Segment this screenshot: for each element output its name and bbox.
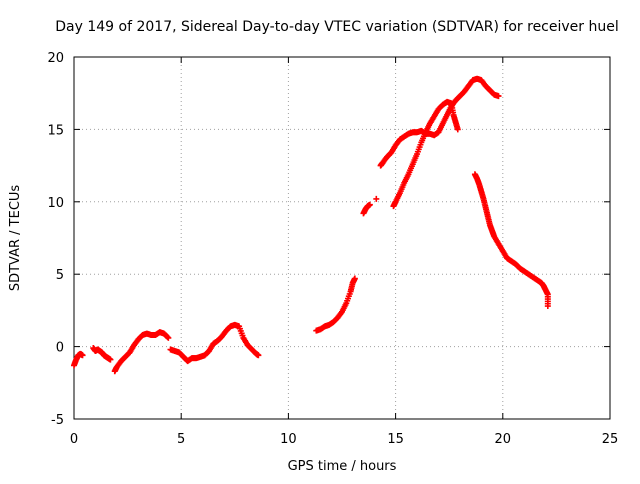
x-axis-label: GPS time / hours [288, 459, 397, 474]
x-tick-label: 25 [602, 432, 619, 447]
y-tick-label: 15 [47, 123, 64, 138]
y-tick-label: -5 [51, 413, 64, 428]
y-axis-label: SDTVAR / TECUs [8, 185, 23, 292]
data-point [255, 352, 262, 359]
data-point [373, 195, 380, 202]
x-tick-label: 0 [70, 432, 78, 447]
x-tick-label: 5 [177, 432, 185, 447]
axis-ticks: 0 5 10 15 20 25 -5 0 5 10 15 20 [47, 51, 618, 447]
y-tick-label: 20 [47, 51, 64, 66]
y-tick-label: 10 [47, 196, 64, 211]
data-points [71, 75, 551, 375]
chart-title: Day 149 of 2017, Sidereal Day-to-day VTE… [55, 19, 618, 35]
x-tick-label: 15 [387, 432, 404, 447]
data-point [79, 352, 86, 359]
data-point [164, 334, 171, 341]
y-tick-label: 5 [56, 268, 64, 283]
data-point [544, 303, 551, 310]
data-point [165, 334, 172, 341]
data-point [351, 275, 358, 282]
plot-frame [73, 56, 611, 420]
data-point [366, 201, 373, 208]
x-tick-label: 10 [280, 432, 297, 447]
data-point [454, 126, 461, 133]
data-point [495, 93, 502, 100]
grid-lines [74, 57, 610, 419]
y-tick-label: 0 [56, 341, 64, 356]
x-tick-label: 20 [495, 432, 512, 447]
data-point [107, 356, 114, 363]
